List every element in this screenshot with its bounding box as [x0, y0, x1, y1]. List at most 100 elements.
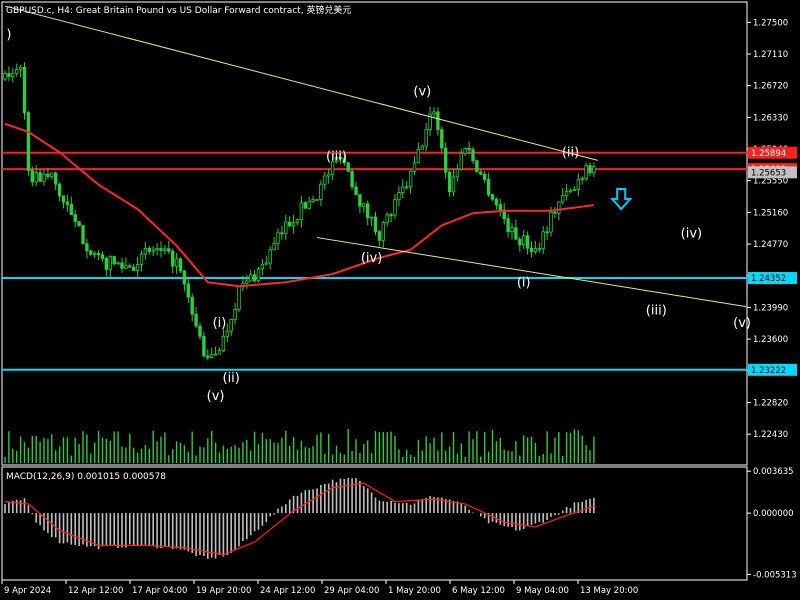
candle-body[interactable] — [518, 238, 522, 246]
candle-body[interactable] — [311, 199, 315, 202]
candle-body[interactable] — [155, 248, 159, 251]
candle-body[interactable] — [221, 335, 226, 351]
candle-body[interactable] — [100, 254, 105, 259]
candle-body[interactable] — [34, 172, 38, 183]
candle-body[interactable] — [128, 265, 132, 268]
candle-body[interactable] — [373, 216, 378, 233]
trendlines[interactable] — [4, 5, 747, 308]
candle-body[interactable] — [330, 161, 335, 175]
candle-body[interactable] — [163, 248, 167, 251]
candle-body[interactable] — [440, 129, 444, 149]
candle-body[interactable] — [455, 168, 460, 178]
candle-body[interactable] — [264, 262, 268, 265]
candle-body[interactable] — [291, 222, 296, 227]
candle-body[interactable] — [588, 165, 592, 174]
candle-body[interactable] — [580, 178, 584, 181]
candle-body[interactable] — [537, 248, 541, 250]
candle-body[interactable] — [186, 283, 190, 298]
candle-body[interactable] — [139, 253, 144, 265]
candle-body[interactable] — [26, 112, 31, 171]
candle-body[interactable] — [346, 162, 350, 172]
candle-body[interactable] — [131, 266, 136, 271]
candle-body[interactable] — [471, 149, 475, 162]
price-tag[interactable] — [748, 272, 797, 285]
candle-body[interactable] — [463, 148, 467, 154]
candle-body[interactable] — [475, 160, 479, 173]
candle-body[interactable] — [202, 335, 206, 357]
candle-body[interactable] — [151, 249, 155, 252]
candle-body[interactable] — [194, 313, 198, 327]
candle-body[interactable] — [272, 242, 276, 251]
candle-body[interactable] — [89, 250, 93, 255]
candle-body[interactable] — [564, 190, 569, 197]
candle-body[interactable] — [401, 186, 405, 194]
candle-body[interactable] — [486, 179, 491, 196]
candle-body[interactable] — [225, 330, 229, 337]
candle-body[interactable] — [295, 219, 300, 224]
trendline[interactable] — [316, 237, 747, 308]
candle-body[interactable] — [77, 221, 81, 227]
candle-body[interactable] — [18, 66, 23, 70]
candle-body[interactable] — [416, 148, 421, 164]
candle-body[interactable] — [432, 111, 436, 115]
candle-body[interactable] — [408, 170, 413, 188]
candle-body[interactable] — [198, 325, 202, 337]
trendline[interactable] — [4, 5, 598, 161]
price-axis[interactable]: 1.275001.271101.267201.263301.259401.255… — [747, 18, 797, 440]
candle-body[interactable] — [276, 232, 280, 244]
candle-body[interactable] — [46, 173, 50, 177]
candle-body[interactable] — [57, 183, 62, 197]
candle-body[interactable] — [190, 296, 194, 315]
candle-body[interactable] — [389, 214, 393, 217]
candle-body[interactable] — [248, 274, 253, 282]
candle-body[interactable] — [69, 204, 73, 216]
candle-body[interactable] — [120, 262, 124, 269]
candle-body[interactable] — [252, 274, 257, 282]
candle-body[interactable] — [209, 354, 214, 359]
candle-body[interactable] — [334, 157, 339, 163]
candle-body[interactable] — [104, 258, 109, 270]
candle-body[interactable] — [447, 171, 452, 193]
candle-body[interactable] — [147, 247, 151, 252]
candle-body[interactable] — [572, 189, 577, 192]
candle-body[interactable] — [22, 66, 27, 113]
candle-body[interactable] — [85, 243, 89, 252]
candle-body[interactable] — [42, 173, 46, 182]
candle-body[interactable] — [81, 225, 85, 245]
candle-body[interactable] — [61, 195, 66, 203]
candle-body[interactable] — [529, 247, 534, 253]
candle-body[interactable] — [514, 227, 518, 240]
candle-body[interactable] — [206, 355, 210, 359]
candle-body[interactable] — [326, 173, 331, 177]
candle-body[interactable] — [393, 199, 397, 216]
candle-body[interactable] — [350, 170, 354, 188]
candle-body[interactable] — [3, 73, 7, 80]
candle-body[interactable] — [459, 152, 463, 170]
candle-body[interactable] — [338, 157, 343, 160]
time-axis[interactable]: 9 Apr 2024 12 Apr 12:00 17 Apr 04:00 19 Apr… — [1, 580, 638, 596]
candle-body[interactable] — [412, 162, 417, 172]
candle-body[interactable] — [65, 201, 70, 205]
candle-body[interactable] — [315, 198, 319, 201]
candle-body[interactable] — [159, 248, 163, 251]
candle-body[interactable] — [323, 175, 327, 185]
candle-body[interactable] — [436, 111, 440, 130]
candle-body[interactable] — [451, 176, 456, 193]
candle-body[interactable] — [342, 158, 346, 164]
candle-body[interactable] — [479, 171, 483, 175]
candle-body[interactable] — [592, 166, 596, 174]
candle-body[interactable] — [381, 222, 385, 241]
candle-body[interactable] — [307, 201, 311, 209]
candle-body[interactable] — [428, 113, 432, 130]
candle-body[interactable] — [424, 129, 428, 147]
candle-body[interactable] — [256, 268, 261, 282]
candle-body[interactable] — [38, 172, 42, 182]
candle-body[interactable] — [377, 231, 382, 241]
candle-body[interactable] — [217, 350, 222, 355]
candle-body[interactable] — [229, 319, 233, 332]
candle-body[interactable] — [260, 263, 265, 270]
candle-body[interactable] — [284, 221, 288, 234]
candle-body[interactable] — [268, 249, 272, 264]
candle-body[interactable] — [233, 309, 237, 320]
candle-body[interactable] — [237, 286, 241, 311]
